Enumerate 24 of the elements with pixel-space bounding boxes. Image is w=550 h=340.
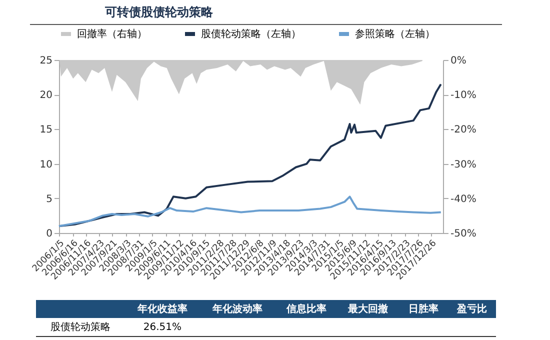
text: 年化波动率 xyxy=(200,300,276,318)
legend-label: 股债轮动策略（左轴） xyxy=(201,28,301,40)
text: 信息比率 xyxy=(275,300,338,318)
text: 年化收益率 xyxy=(124,300,200,318)
y-tick-label: 25 xyxy=(40,56,52,66)
text: 26.51% xyxy=(124,318,200,336)
chart-title: 可转债股债轮动策略 xyxy=(30,0,502,25)
y2-tick-label: -20% xyxy=(450,124,476,136)
text: 盈亏比 xyxy=(448,300,496,318)
y-tick-label: 10 xyxy=(40,159,52,170)
legend-label: 回撤率（右轴） xyxy=(77,28,147,40)
y2-tick-label: -50% xyxy=(450,228,476,240)
y-tick-label: 15 xyxy=(40,124,52,136)
y2-tick-label: 0% xyxy=(450,56,466,66)
text: 最大回撤 xyxy=(337,300,400,318)
y-tick-label: 5 xyxy=(46,194,52,205)
text: 股债轮动策略 xyxy=(36,318,125,336)
y2-tick-label: -10% xyxy=(450,90,476,102)
y2-tick-label: -40% xyxy=(450,194,476,205)
y2-tick-label: -30% xyxy=(450,159,476,170)
text: 日胜率 xyxy=(399,300,448,318)
y-tick-label: 0 xyxy=(46,228,52,240)
legend-label: 参照策略（左轴） xyxy=(355,28,435,40)
y-tick-label: 20 xyxy=(40,90,52,102)
